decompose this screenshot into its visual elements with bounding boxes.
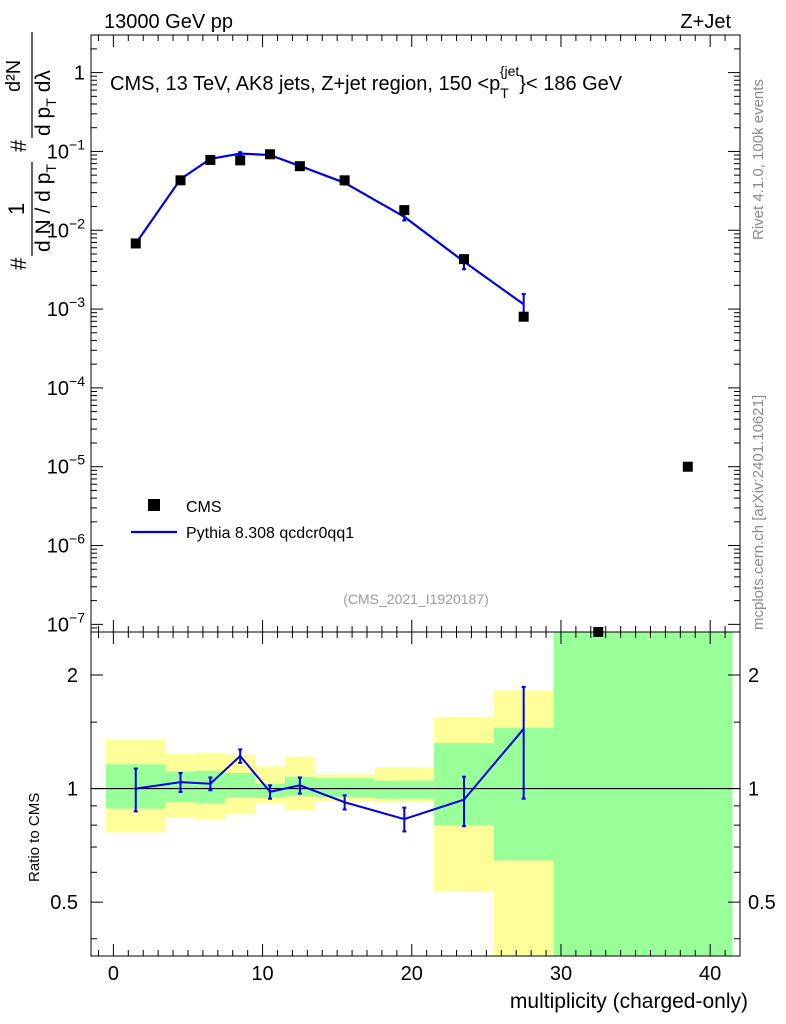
- y-tick-label: 10−4: [47, 373, 85, 400]
- x-tick-label: 0: [108, 963, 119, 985]
- cms-point: [339, 175, 350, 186]
- analysis-watermark: (CMS_2021_I1920187): [343, 591, 489, 607]
- rivet-label: Rivet 4.1.0, 100k events: [750, 79, 767, 240]
- y-tick-label: 10−3: [47, 294, 85, 321]
- legend-cms-label: CMS: [186, 499, 222, 516]
- cms-point: [175, 175, 186, 186]
- cms-point: [593, 627, 604, 637]
- svg-text:#: #: [6, 257, 31, 270]
- ratio-tick-label-left: 1: [67, 779, 78, 801]
- y-tick-label: 10−5: [47, 452, 85, 479]
- y-tick-label: 10−1: [47, 136, 85, 163]
- x-tick-label: 40: [699, 963, 721, 985]
- cms-point: [518, 311, 529, 322]
- header-right: Z+Jet: [680, 11, 731, 33]
- x-tick-label: 10: [251, 963, 273, 985]
- main-ylabel: # 1 d N / d pT # d²N d pTdλ: [3, 32, 59, 270]
- svg-text:d²N: d²N: [3, 60, 25, 92]
- legend-cms-marker: [148, 499, 160, 511]
- green-band-7: [374, 780, 435, 799]
- ratio-bands: [105, 632, 733, 956]
- svg-text:1: 1: [4, 203, 29, 215]
- x-axis-label: multiplicity (charged-only): [510, 990, 748, 1013]
- cms-point: [682, 461, 693, 472]
- header-left: 13000 GeV pp: [104, 11, 233, 33]
- ratio-tick-label-right: 0.5: [748, 892, 776, 914]
- legend: CMS Pythia 8.308 qcdcr0qq1: [131, 499, 354, 542]
- svg-text:#: #: [6, 139, 31, 152]
- svg-text:d N / d pT: d N / d pT: [32, 164, 59, 252]
- cms-point: [205, 154, 216, 165]
- y-tick-label: 10−2: [47, 215, 85, 242]
- cms-point: [130, 238, 141, 249]
- ratio-tick-label-left: 0.5: [50, 892, 78, 914]
- cms-point: [458, 254, 469, 265]
- y-tick-label: 10−6: [47, 531, 85, 558]
- y-tick-label: 10−7: [47, 609, 85, 636]
- main-panel-frame: [90, 34, 741, 633]
- cms-point: [235, 155, 246, 166]
- x-tick-label: 30: [550, 963, 572, 985]
- mcplots-label: mcplots.cern.ch [arXiv:2401.10621]: [750, 395, 767, 630]
- ratio-ylabel: Ratio to CMS: [26, 793, 43, 882]
- pythia-line: [134, 152, 525, 306]
- svg-text:d pTdλ: d pTdλ: [32, 70, 59, 136]
- cms-point: [399, 205, 410, 216]
- ratio-tick-label-left: 2: [67, 665, 78, 687]
- ratio-tick-label-right: 2: [748, 665, 759, 687]
- data-marks: [130, 149, 693, 833]
- green-band-3: [225, 772, 256, 797]
- green-band-10: [553, 632, 733, 956]
- axes: 0 10 20 30 40 1 10−1 10−2 10−3 10−4 10−5 10−6 10−7 0.…: [47, 35, 776, 985]
- ratio-panel-frame: [90, 631, 741, 957]
- plot-title: CMS, 13 TeV, AK8 jets, Z+jet region, 150…: [110, 63, 623, 101]
- ratio-tick-label-right: 1: [748, 779, 759, 801]
- cms-point: [294, 161, 305, 172]
- ratio-line: [135, 728, 525, 821]
- green-band-6: [314, 778, 375, 797]
- cms-point: [265, 149, 276, 160]
- x-tick-label: 20: [401, 963, 423, 985]
- legend-pythia-label: Pythia 8.308 qcdcr0qq1: [186, 525, 354, 542]
- y-tick-label: 1: [74, 63, 85, 85]
